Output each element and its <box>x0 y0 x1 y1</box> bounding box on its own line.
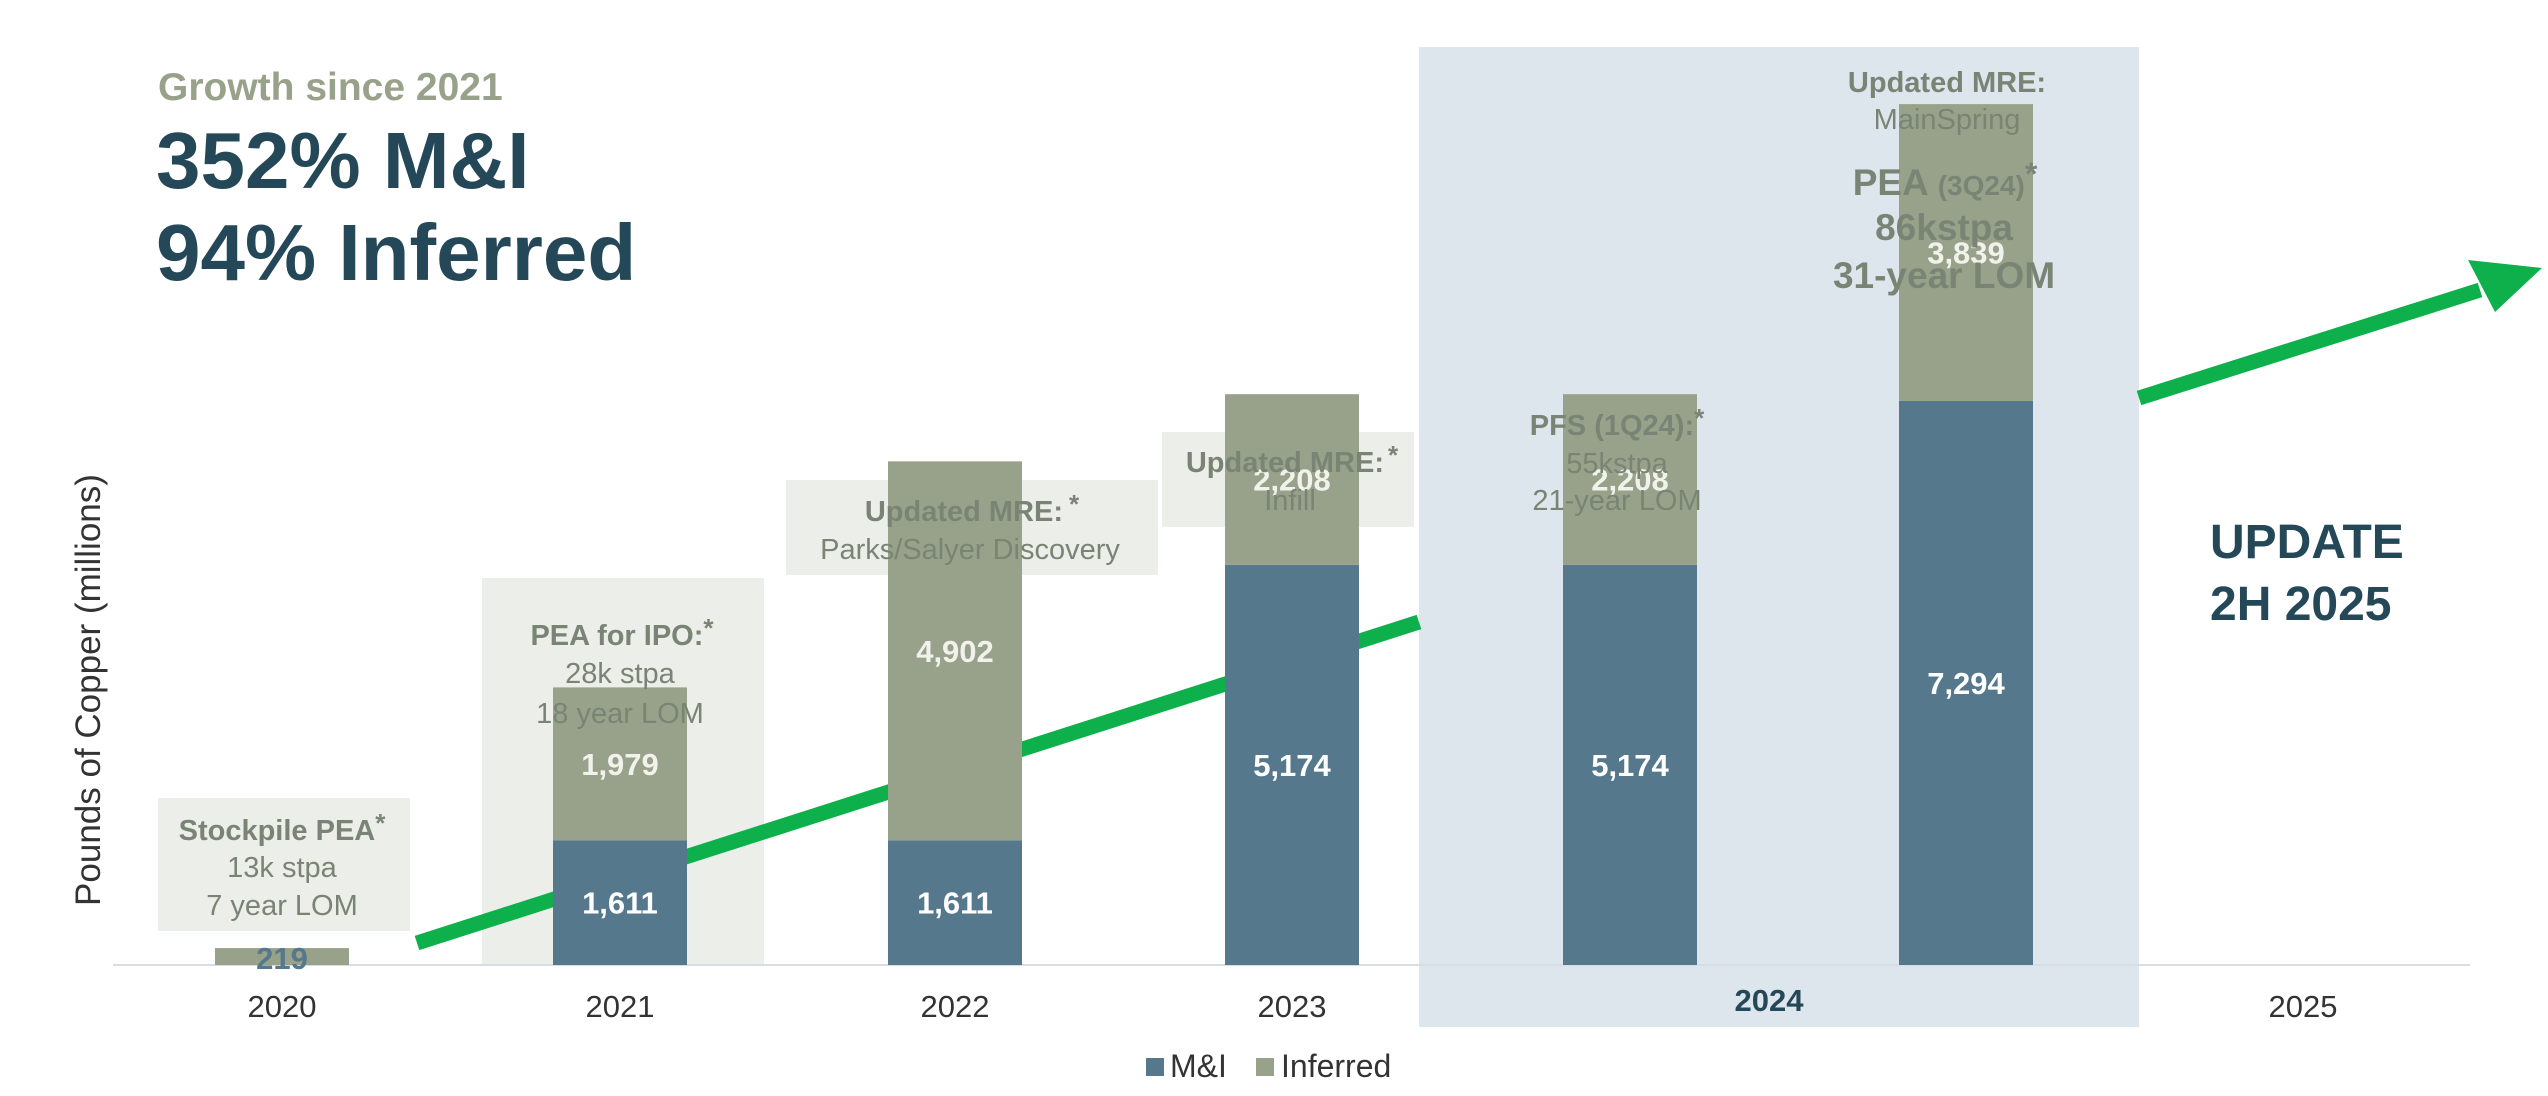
pea-3q24-lom: 31-year LOM <box>1833 255 2055 296</box>
annotation-2022-line1: Parks/Salyer Discovery <box>820 534 1120 566</box>
year-label-2020: 2020 <box>248 989 317 1024</box>
year-tick-labels: 2020 2021 2022 2023 2024 2025 <box>248 983 2338 1024</box>
bar-2024-pfs-mi <box>1563 564 1697 965</box>
update-label-line1: UPDATE <box>2210 516 2404 569</box>
bar-2022-inferred-label: 4,902 <box>916 634 994 669</box>
bar-2024-pfs-inferred <box>1563 394 1697 565</box>
legend-swatch-mi <box>1146 1058 1164 1076</box>
annotation-2021-line2: 18 year LOM <box>536 698 704 730</box>
annotation-2021-title: PEA for IPO:* <box>530 613 714 652</box>
headline-subtitle: Growth since 2021 <box>158 66 503 109</box>
annotation-2023-title: Updated MRE: * <box>1186 440 1399 479</box>
year-label-2024: 2024 <box>1735 983 1805 1018</box>
bar-2020-inferred-label: 219 <box>256 941 308 976</box>
bar-2021-mi-label: 1,611 <box>582 886 658 921</box>
growth-arrow-upper-segment <box>2136 282 2483 406</box>
y-axis-label: Pounds of Copper (millions) <box>69 474 108 906</box>
year-label-2025: 2025 <box>2269 989 2338 1024</box>
bar-2024-pfs-inferred-label: 2,208 <box>1591 463 1669 498</box>
legend-label-mi: M&I <box>1170 1048 1227 1084</box>
bar-2021-inferred <box>553 687 687 841</box>
bar-2021-mi <box>553 840 687 965</box>
annotation-pfs-title: PFS (1Q24):* <box>1530 403 1705 442</box>
pea-3q24-title: PEA (3Q24)* <box>1853 156 2038 203</box>
annotation-2023-line1: Infill <box>1264 485 1316 517</box>
annotation-2020-line2: 7 year LOM <box>206 890 358 922</box>
growth-arrow-head <box>2468 260 2542 312</box>
year-label-2023: 2023 <box>1258 989 1327 1024</box>
bars-group <box>215 104 2033 965</box>
bar-2023-mi <box>1225 564 1359 965</box>
bar-2024-pea-inferred-label: 3,839 <box>1927 236 2005 271</box>
update-label-line2: 2H 2025 <box>2210 578 2391 631</box>
annotation-pfs-line1: 55kstpa <box>1566 448 1668 480</box>
bar-2024-pea-inferred <box>1899 104 2033 401</box>
legend-swatch-inferred <box>1256 1058 1274 1076</box>
bar-2022-inferred <box>888 461 1022 841</box>
bar-2024-pfs-mi-label: 5,174 <box>1591 748 1669 783</box>
legend-label-inferred: Inferred <box>1281 1048 1391 1084</box>
annotation-pfs-line2: 21-year LOM <box>1532 485 1701 517</box>
bar-2022-mi-label: 1,611 <box>917 886 993 921</box>
annotation-2021-line1: 28k stpa <box>565 658 675 690</box>
bar-2022-mi <box>888 840 1022 965</box>
year-label-2021: 2021 <box>586 989 655 1024</box>
annotation-mainspring-title: Updated MRE: <box>1848 67 2046 99</box>
pea-3q24-capacity: 86kstpa <box>1875 207 2013 248</box>
annotation-2020-line1: 13k stpa <box>227 852 337 884</box>
headline-line-inferred: 94% Inferred <box>156 208 636 297</box>
year-label-2022: 2022 <box>921 989 990 1024</box>
legend: M&I Inferred <box>1146 1048 1391 1084</box>
bar-labels-group: 219 1,611 1,979 1,611 4,902 5,174 2,208 5,174 2,… <box>256 236 2005 976</box>
bar-2023-mi-label: 5,174 <box>1253 748 1331 783</box>
annotation-box-2020 <box>158 798 410 931</box>
annotation-2022-title: Updated MRE: * <box>865 489 1080 528</box>
bar-2023-inferred-label: 2,208 <box>1253 463 1331 498</box>
bar-2023-inferred <box>1225 394 1359 565</box>
annotation-2020-title: Stockpile PEA* <box>179 808 387 847</box>
bar-2021-inferred-label: 1,979 <box>581 747 659 782</box>
bar-2024-pea-mi-label: 7,294 <box>1927 666 2005 701</box>
annotation-mainspring-line1: MainSpring <box>1874 104 2021 136</box>
bar-2020-inferred <box>215 948 349 965</box>
headline-line-mi: 352% M&I <box>156 116 529 205</box>
bar-2024-pea-mi <box>1899 400 2033 965</box>
